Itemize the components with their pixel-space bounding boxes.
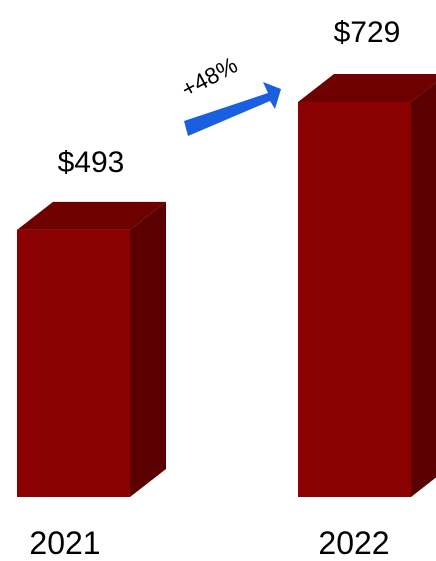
value-label-2022: $729 bbox=[334, 16, 401, 49]
growth-label: +48% bbox=[177, 51, 242, 102]
bar-2022 bbox=[298, 102, 411, 497]
value-labels: $493 $729 bbox=[58, 16, 401, 179]
bars-group bbox=[17, 74, 436, 498]
bar-2021 bbox=[17, 229, 130, 498]
category-labels: 2021 2022 bbox=[29, 525, 389, 561]
category-label-2021: 2021 bbox=[29, 525, 100, 561]
bar-top-2022 bbox=[298, 74, 436, 102]
bar-side-2021 bbox=[130, 201, 166, 498]
bar-top-2021 bbox=[17, 201, 166, 230]
bar-side-2022 bbox=[411, 82, 436, 497]
value-label-2021: $493 bbox=[58, 146, 125, 179]
growth-arrow: +48% bbox=[177, 51, 281, 136]
category-label-2022: 2022 bbox=[318, 525, 389, 561]
growth-arrow-icon bbox=[184, 82, 281, 136]
